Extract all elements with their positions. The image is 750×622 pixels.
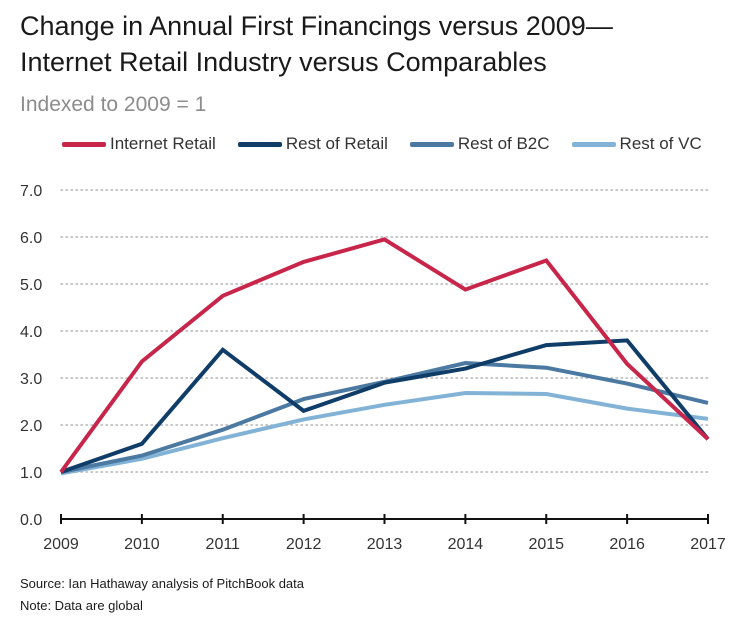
x-tick-label: 2009: [43, 536, 79, 553]
x-tick-label: 2010: [124, 536, 160, 553]
chart-title-line2: Internet Retail Industry versus Comparab…: [20, 47, 547, 77]
legend-swatch-internet-retail: [62, 141, 106, 147]
series-line-rest-of-vc: [60, 390, 709, 476]
x-tick-label: 2011: [206, 536, 241, 553]
legend-label-internet-retail: Internet Retail: [110, 134, 216, 153]
chart-title-line1: Change in Annual First Financings versus…: [20, 11, 613, 41]
legend-item-rest-of-vc: Rest of VC: [571, 134, 702, 154]
legend-label-rest-of-b2c: Rest of B2C: [457, 134, 550, 153]
y-tick-label: 3.0: [20, 371, 42, 388]
legend-item-rest-of-retail: Rest of Retail: [237, 134, 388, 154]
legend-swatch-rest-of-vc: [571, 141, 616, 147]
x-tick-label: 2012: [286, 536, 322, 553]
y-tick-label: 6.0: [20, 230, 42, 247]
legend-swatch-rest-of-b2c: [409, 141, 454, 147]
series-line-rest-of-retail: [60, 338, 710, 474]
legend: Internet Retail Rest of Retail Rest of B…: [62, 134, 724, 154]
legend-label-rest-of-retail: Rest of Retail: [285, 134, 388, 153]
y-tick-label: 4.0: [20, 324, 42, 341]
y-tick-label: 2.0: [20, 418, 42, 435]
legend-label-rest-of-vc: Rest of VC: [619, 134, 702, 153]
y-tick-label: 1.0: [20, 465, 42, 482]
x-tick-label: 2017: [690, 536, 726, 553]
data-note: Note: Data are global: [20, 598, 143, 613]
chart-subtitle: Indexed to 2009 = 1: [20, 93, 207, 116]
source-note: Source: Ian Hathaway analysis of PitchBo…: [20, 576, 304, 591]
legend-item-rest-of-b2c: Rest of B2C: [409, 134, 550, 154]
x-tick-label: 2016: [609, 536, 645, 553]
y-tick-label: 7.0: [20, 183, 42, 200]
y-tick-label: 5.0: [20, 277, 42, 294]
legend-swatch-rest-of-retail: [237, 141, 282, 147]
x-tick-label: 2013: [367, 536, 403, 553]
x-tick-label: 2014: [448, 536, 484, 553]
x-tick-label: 2015: [528, 536, 564, 553]
y-tick-label: 0.0: [20, 512, 42, 529]
chart-title: Change in Annual First Financings versus…: [20, 8, 613, 80]
series-line-internet-retail: [59, 237, 710, 474]
legend-item-internet-retail: Internet Retail: [62, 134, 216, 154]
